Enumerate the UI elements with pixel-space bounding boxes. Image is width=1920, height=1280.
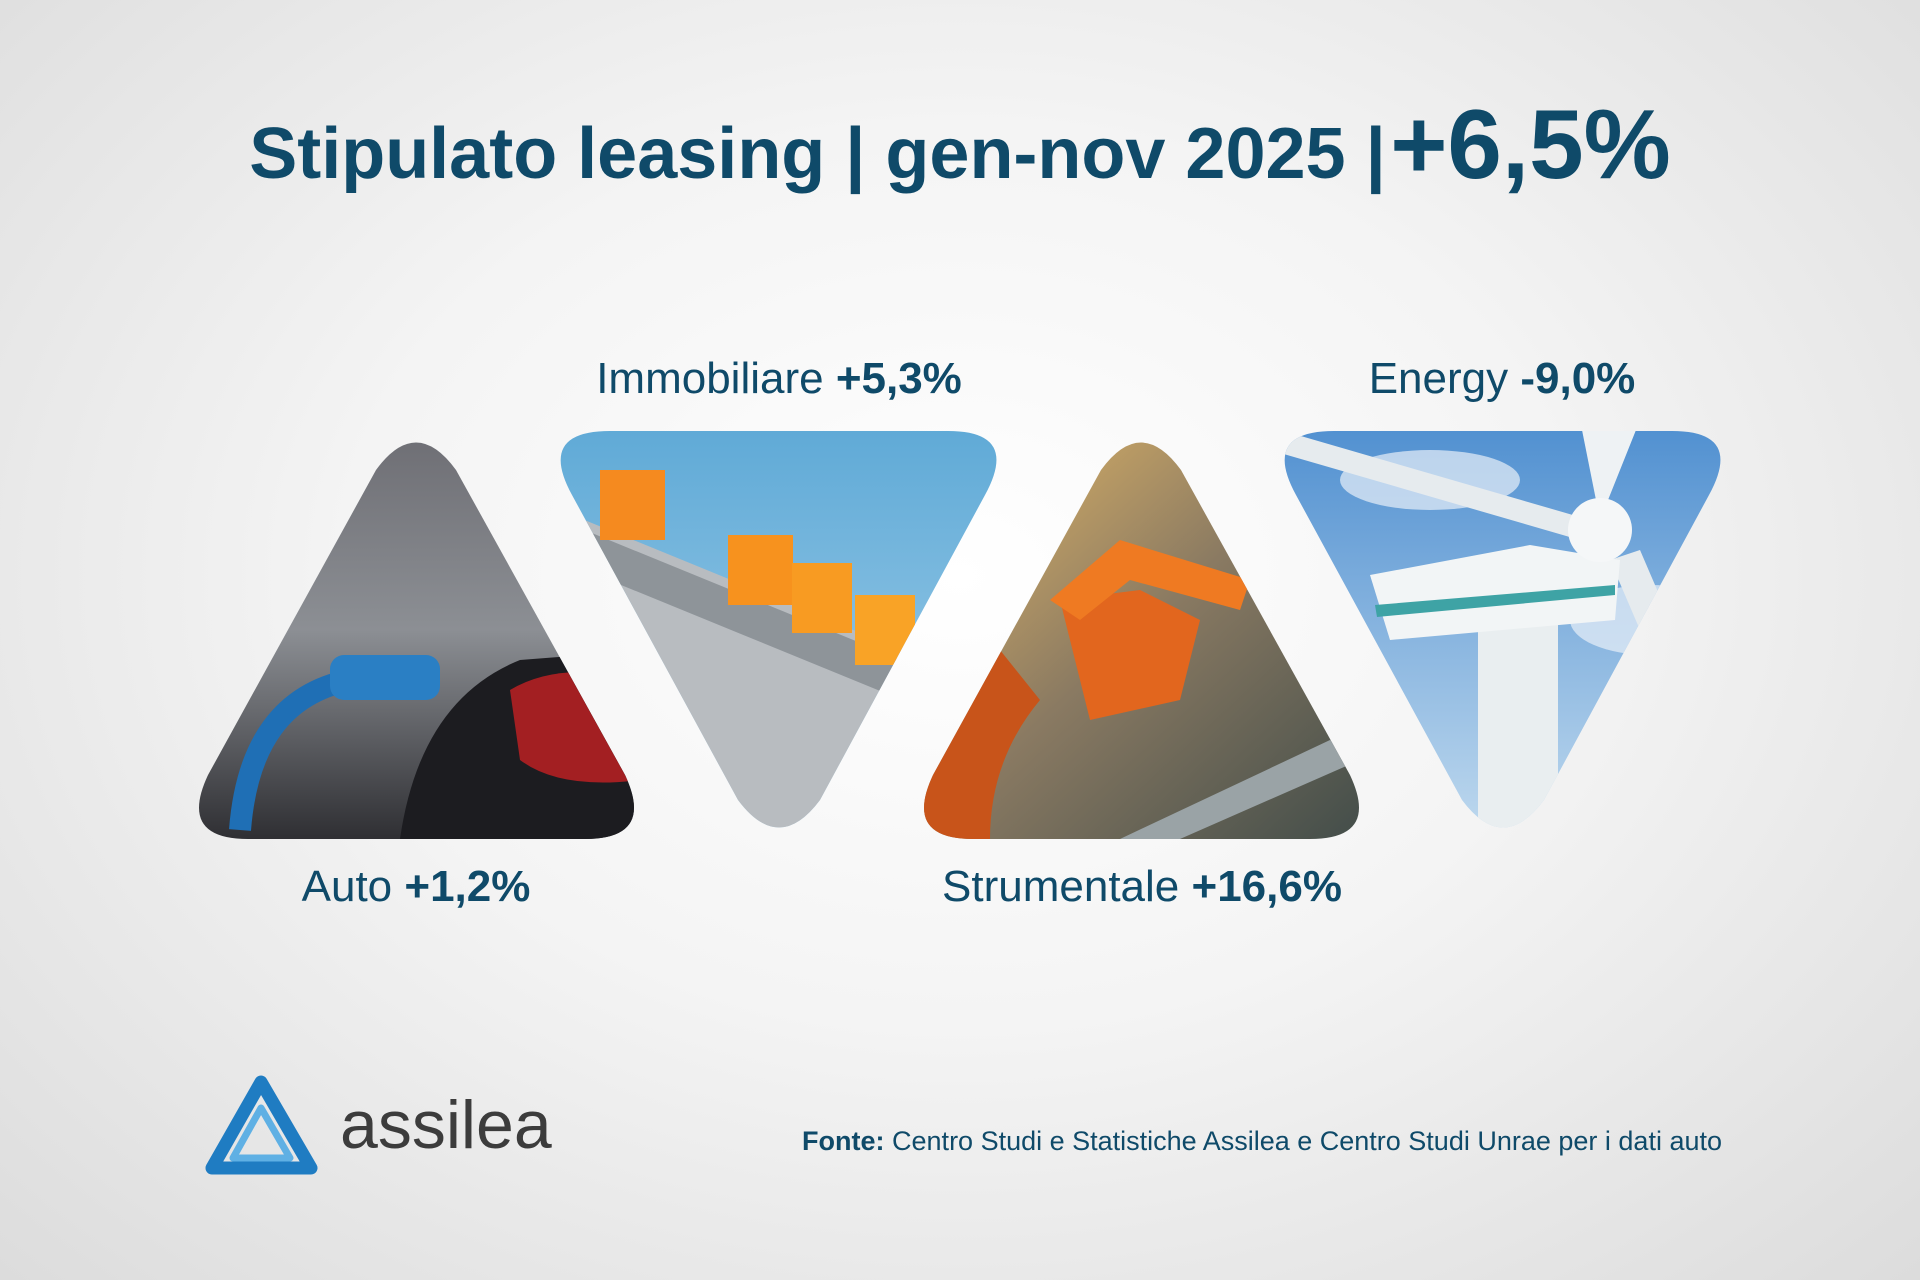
segment-name: Energy bbox=[1368, 354, 1509, 403]
tower bbox=[1478, 620, 1558, 828]
title-total: +6,5% bbox=[1390, 89, 1671, 199]
blade bbox=[1580, 431, 1640, 520]
tank bbox=[728, 535, 793, 605]
title: Stipulato leasing | gen-nov 2025 | +6,5% bbox=[0, 88, 1920, 201]
segment-name: Immobiliare bbox=[596, 354, 824, 403]
segment-label: Energy -9,0% bbox=[1369, 354, 1636, 404]
segment-change: -9,0% bbox=[1520, 354, 1636, 403]
segment-label: Immobiliare +5,3% bbox=[596, 354, 962, 404]
tank bbox=[600, 470, 665, 540]
hub bbox=[1568, 498, 1632, 562]
segment-change: +1,2% bbox=[404, 862, 531, 911]
title-text: Stipulato leasing | gen-nov 2025 | bbox=[249, 114, 1386, 194]
segment-label: Strumentale +16,6% bbox=[942, 862, 1342, 912]
assilea-logo-icon bbox=[205, 1075, 318, 1175]
nacelle bbox=[1370, 545, 1620, 640]
segment-label: Auto +1,2% bbox=[302, 862, 531, 912]
source-label: Fonte: bbox=[802, 1126, 885, 1156]
robot-arm bbox=[1060, 590, 1200, 720]
tank bbox=[855, 595, 915, 665]
robot-arm bbox=[1050, 540, 1250, 620]
car-light bbox=[510, 672, 634, 783]
nacelle-stripe bbox=[1375, 585, 1615, 617]
logo-text: assilea bbox=[340, 1087, 552, 1163]
conveyor bbox=[1120, 740, 1359, 839]
plug bbox=[330, 655, 440, 700]
source-text: Centro Studi e Statistiche Assilea e Cen… bbox=[892, 1126, 1722, 1156]
blade bbox=[1610, 550, 1721, 770]
tank bbox=[792, 563, 852, 633]
robot-arm bbox=[924, 650, 1040, 839]
segment-name: Strumentale bbox=[942, 862, 1180, 911]
segment-name: Auto bbox=[301, 862, 393, 911]
segment-change: +5,3% bbox=[835, 354, 962, 403]
blade bbox=[1284, 431, 1590, 540]
source: Fonte: Centro Studi e Statistiche Assile… bbox=[802, 1126, 1722, 1157]
segment-change: +16,6% bbox=[1191, 862, 1342, 911]
